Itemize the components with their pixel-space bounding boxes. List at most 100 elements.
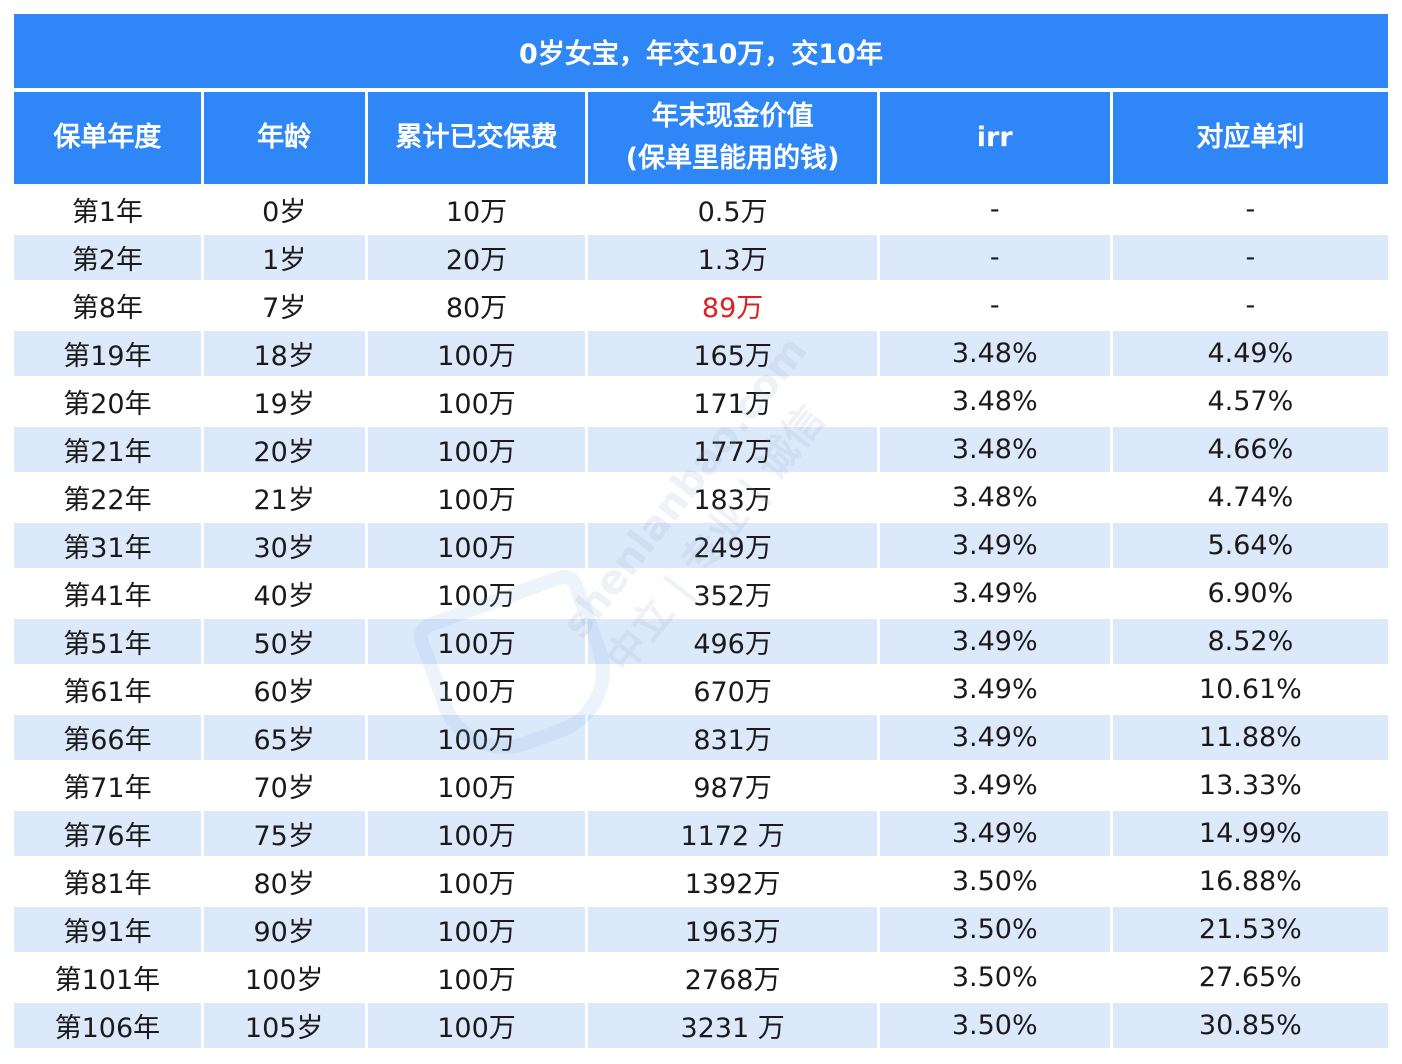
cell-cumulative-premium: 100万 (367, 331, 586, 379)
table-row: 第71年 70岁 100万 987万 3.49% 13.33% (14, 763, 1388, 811)
cell-cumulative-premium: 100万 (367, 859, 586, 907)
cell-cumulative-premium: 80万 (367, 283, 586, 331)
cell-policy-year: 第8年 (14, 283, 201, 331)
cell-irr: 3.49% (879, 811, 1110, 859)
cell-irr: 3.49% (879, 523, 1110, 571)
cell-age: 105岁 (203, 1003, 365, 1051)
cell-simple-interest: 27.65% (1112, 955, 1388, 1003)
cell-cumulative-premium: 100万 (367, 667, 586, 715)
table-row: 第101年 100岁 100万 2768万 3.50% 27.65% (14, 955, 1388, 1003)
cell-age: 70岁 (203, 763, 365, 811)
cell-cumulative-premium: 100万 (367, 763, 586, 811)
cell-age: 90岁 (203, 907, 365, 955)
cell-policy-year: 第71年 (14, 763, 201, 811)
table-row: 第8年 7岁 80万 89万 - - (14, 283, 1388, 331)
cell-cash-value: 670万 (588, 667, 877, 715)
cell-age: 7岁 (203, 283, 365, 331)
cell-simple-interest: 14.99% (1112, 811, 1388, 859)
cell-cash-value: 352万 (588, 571, 877, 619)
cell-irr: 3.50% (879, 1003, 1110, 1051)
cell-age: 80岁 (203, 859, 365, 907)
cell-age: 30岁 (203, 523, 365, 571)
table-row: 第22年 21岁 100万 183万 3.48% 4.74% (14, 475, 1388, 523)
table-row: 第1年 0岁 10万 0.5万 - - (14, 187, 1388, 235)
header-simple-interest: 对应单利 (1112, 90, 1388, 187)
cell-cumulative-premium: 100万 (367, 715, 586, 763)
cell-simple-interest: 4.66% (1112, 427, 1388, 475)
cell-irr: 3.48% (879, 427, 1110, 475)
cell-irr: - (879, 283, 1110, 331)
cell-policy-year: 第22年 (14, 475, 201, 523)
cell-cumulative-premium: 100万 (367, 619, 586, 667)
table-row: 第66年 65岁 100万 831万 3.49% 11.88% (14, 715, 1388, 763)
cell-cash-value: 987万 (588, 763, 877, 811)
table-row: 第31年 30岁 100万 249万 3.49% 5.64% (14, 523, 1388, 571)
table-row: 第2年 1岁 20万 1.3万 - - (14, 235, 1388, 283)
header-policy-year: 保单年度 (14, 90, 201, 187)
cell-age: 1岁 (203, 235, 365, 283)
cell-simple-interest: 11.88% (1112, 715, 1388, 763)
cell-simple-interest: 30.85% (1112, 1003, 1388, 1051)
table-row: 第61年 60岁 100万 670万 3.49% 10.61% (14, 667, 1388, 715)
table-title: 0岁女宝，年交10万，交10年 (14, 14, 1388, 90)
cell-policy-year: 第19年 (14, 331, 201, 379)
table-row: 第41年 40岁 100万 352万 3.49% 6.90% (14, 571, 1388, 619)
cell-cash-value: 177万 (588, 427, 877, 475)
table-row: 第76年 75岁 100万 1172 万 3.49% 14.99% (14, 811, 1388, 859)
cell-irr: 3.50% (879, 955, 1110, 1003)
cell-simple-interest: - (1112, 235, 1388, 283)
cell-cumulative-premium: 100万 (367, 1003, 586, 1051)
cell-cash-value: 1172 万 (588, 811, 877, 859)
cell-irr: 3.48% (879, 331, 1110, 379)
cell-age: 18岁 (203, 331, 365, 379)
cell-cash-value: 496万 (588, 619, 877, 667)
cell-cumulative-premium: 100万 (367, 379, 586, 427)
cell-cash-value: 171万 (588, 379, 877, 427)
cell-policy-year: 第101年 (14, 955, 201, 1003)
header-irr: irr (879, 90, 1110, 187)
cell-simple-interest: 16.88% (1112, 859, 1388, 907)
header-cumulative-premium: 累计已交保费 (367, 90, 586, 187)
header-cash-value-line2: (保单里能用的钱) (625, 143, 840, 174)
table-row: 第21年 20岁 100万 177万 3.48% 4.66% (14, 427, 1388, 475)
cell-policy-year: 第1年 (14, 187, 201, 235)
header-age: 年龄 (203, 90, 365, 187)
cell-cumulative-premium: 100万 (367, 907, 586, 955)
cell-policy-year: 第61年 (14, 667, 201, 715)
cell-age: 50岁 (203, 619, 365, 667)
cell-age: 0岁 (203, 187, 365, 235)
cell-cumulative-premium: 100万 (367, 811, 586, 859)
cell-cash-value: 2768万 (588, 955, 877, 1003)
cell-cumulative-premium: 100万 (367, 523, 586, 571)
cell-age: 65岁 (203, 715, 365, 763)
cell-cash-value: 3231 万 (588, 1003, 877, 1051)
cell-cash-value: 165万 (588, 331, 877, 379)
cell-cumulative-premium: 20万 (367, 235, 586, 283)
table-row: 第81年 80岁 100万 1392万 3.50% 16.88% (14, 859, 1388, 907)
cell-simple-interest: 4.74% (1112, 475, 1388, 523)
cell-irr: 3.49% (879, 571, 1110, 619)
cell-policy-year: 第76年 (14, 811, 201, 859)
cell-policy-year: 第31年 (14, 523, 201, 571)
cell-cash-value: 1963万 (588, 907, 877, 955)
cell-age: 40岁 (203, 571, 365, 619)
cell-irr: - (879, 235, 1110, 283)
cell-irr: 3.48% (879, 475, 1110, 523)
cell-age: 100岁 (203, 955, 365, 1003)
cell-policy-year: 第81年 (14, 859, 201, 907)
cell-age: 21岁 (203, 475, 365, 523)
table-row: 第106年 105岁 100万 3231 万 3.50% 30.85% (14, 1003, 1388, 1051)
cell-simple-interest: 10.61% (1112, 667, 1388, 715)
cell-age: 20岁 (203, 427, 365, 475)
cell-policy-year: 第41年 (14, 571, 201, 619)
cell-cumulative-premium: 100万 (367, 955, 586, 1003)
cell-simple-interest: - (1112, 187, 1388, 235)
cell-irr: 3.49% (879, 667, 1110, 715)
cell-cash-value: 1.3万 (588, 235, 877, 283)
cell-irr: - (879, 187, 1110, 235)
cell-irr: 3.50% (879, 907, 1110, 955)
table-row: 第51年 50岁 100万 496万 3.49% 8.52% (14, 619, 1388, 667)
cell-age: 19岁 (203, 379, 365, 427)
cell-cumulative-premium: 10万 (367, 187, 586, 235)
cell-simple-interest: 4.49% (1112, 331, 1388, 379)
